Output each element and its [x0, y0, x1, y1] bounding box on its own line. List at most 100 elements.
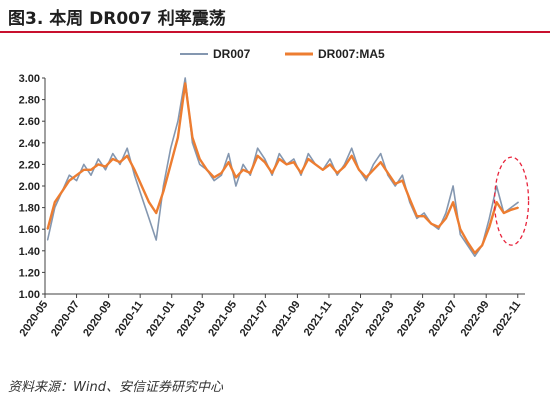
data-point — [220, 172, 222, 174]
data-point — [257, 147, 259, 149]
data-point — [452, 185, 454, 187]
data-point — [104, 166, 107, 168]
data-point — [278, 158, 280, 160]
data-point — [264, 161, 266, 163]
highlight-ellipse — [493, 156, 530, 246]
data-point — [307, 158, 309, 160]
x-tick-label: 2020-07 — [49, 299, 82, 339]
data-point — [271, 174, 273, 176]
data-point — [191, 136, 193, 138]
data-point — [257, 155, 259, 157]
y-tick-label: 1.40 — [19, 246, 40, 258]
data-point — [459, 228, 461, 230]
x-tick-label: 2022-05 — [395, 299, 428, 339]
data-point — [314, 163, 317, 165]
data-point — [510, 207, 512, 209]
data-point — [329, 163, 331, 165]
data-point — [336, 174, 338, 176]
y-tick-label: 2.00 — [19, 181, 40, 193]
x-tick-label: 2022-01 — [333, 299, 366, 339]
x-tick-label: 2022-07 — [427, 299, 460, 339]
data-point — [293, 158, 295, 160]
data-point — [394, 185, 396, 187]
data-point — [90, 174, 92, 176]
data-point — [191, 142, 193, 144]
data-point — [430, 223, 432, 225]
data-point — [336, 172, 338, 174]
data-point — [264, 158, 266, 160]
data-point — [141, 185, 143, 187]
title-rule — [0, 31, 550, 33]
data-point — [76, 174, 78, 176]
data-point — [249, 172, 251, 174]
data-point — [213, 176, 215, 178]
series-layer — [46, 77, 519, 257]
y-tick-label: 2.40 — [19, 138, 40, 150]
data-point — [170, 163, 172, 165]
data-point — [300, 172, 302, 174]
data-point — [162, 190, 164, 192]
data-point — [300, 174, 302, 176]
data-point — [445, 217, 447, 219]
x-tick-label: 2021-11 — [302, 299, 335, 338]
data-point — [481, 244, 483, 246]
data-point — [83, 169, 85, 171]
data-point — [47, 239, 49, 241]
data-point — [322, 169, 324, 171]
data-point — [467, 241, 469, 243]
data-point — [83, 163, 85, 165]
legend-label: DR007 — [213, 47, 251, 61]
data-point — [372, 169, 374, 171]
data-point — [488, 226, 490, 228]
data-point — [155, 239, 157, 241]
data-point — [496, 201, 498, 203]
data-point — [510, 209, 512, 211]
data-point — [423, 215, 425, 217]
y-tick-label: 3.00 — [19, 73, 40, 85]
chart-legend: DR007 DR007:MA5 — [180, 47, 385, 61]
figure-title: 图3. 本周 DR007 利率震荡 — [8, 9, 226, 29]
data-point — [97, 163, 99, 165]
data-point — [235, 185, 237, 187]
data-point — [177, 136, 179, 138]
data-point — [307, 153, 309, 155]
series-line-dr007 — [46, 77, 519, 257]
x-tick-label: 2022-03 — [364, 299, 397, 339]
data-point — [133, 174, 136, 176]
data-point — [184, 77, 186, 79]
data-point — [452, 201, 454, 203]
data-point — [409, 198, 411, 200]
data-point — [126, 147, 128, 149]
data-point — [148, 201, 150, 203]
data-point — [54, 201, 56, 203]
x-tick-label: 2020-09 — [81, 299, 114, 339]
y-tick-label: 2.20 — [19, 159, 40, 171]
x-tick-label: 2020-11 — [113, 299, 146, 338]
series-line-ma5 — [46, 82, 519, 255]
data-point — [351, 147, 353, 149]
data-point — [148, 217, 150, 219]
x-tick-label: 2021-09 — [270, 299, 303, 339]
data-point — [228, 161, 230, 163]
data-point — [112, 153, 114, 155]
data-point — [394, 183, 396, 185]
x-tick-label: 2021-07 — [238, 299, 271, 339]
data-point — [184, 82, 186, 84]
data-point — [372, 163, 374, 165]
data-point — [517, 207, 519, 209]
x-tick-label: 2021-03 — [175, 299, 208, 339]
data-point — [155, 212, 157, 214]
x-tick-label: 2021-01 — [144, 299, 177, 339]
data-point — [401, 180, 403, 182]
data-point — [438, 228, 440, 230]
data-point — [199, 158, 201, 160]
y-tick-label: 1.20 — [19, 267, 40, 279]
data-point — [126, 155, 128, 157]
data-point — [242, 169, 244, 171]
data-point — [141, 196, 143, 198]
data-point — [90, 169, 92, 171]
data-point — [119, 161, 121, 163]
data-point — [170, 147, 172, 149]
x-tick-label: 2020-05 — [17, 299, 50, 339]
